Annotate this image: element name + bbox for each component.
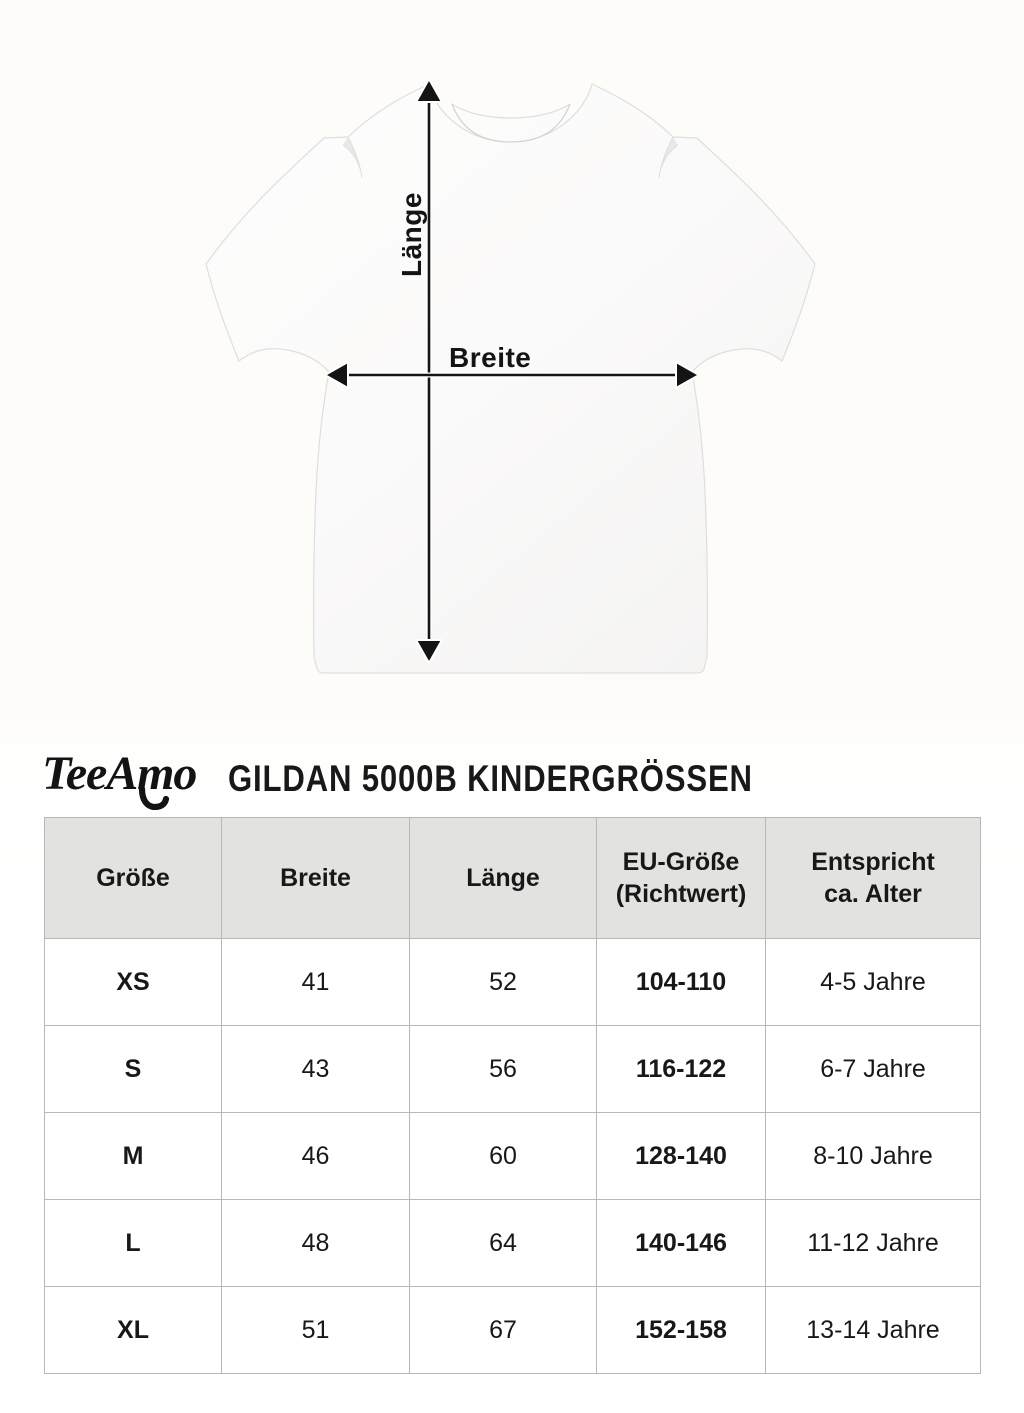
svg-text:Länge: Länge [396, 192, 427, 277]
svg-text:Breite: Breite [449, 342, 531, 373]
svg-text:TeeAmo: TeeAmo [42, 748, 196, 800]
